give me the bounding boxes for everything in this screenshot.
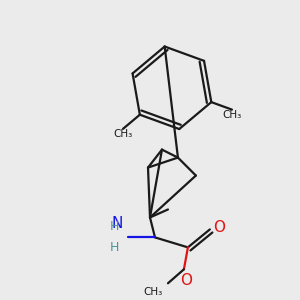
Text: H: H xyxy=(110,220,119,233)
Text: O: O xyxy=(180,273,192,288)
Text: H: H xyxy=(110,242,119,254)
Text: O: O xyxy=(213,220,225,235)
Text: CH₃: CH₃ xyxy=(144,287,163,297)
Text: CH₃: CH₃ xyxy=(113,129,133,139)
Text: N: N xyxy=(112,216,123,231)
Text: CH₃: CH₃ xyxy=(222,110,242,120)
